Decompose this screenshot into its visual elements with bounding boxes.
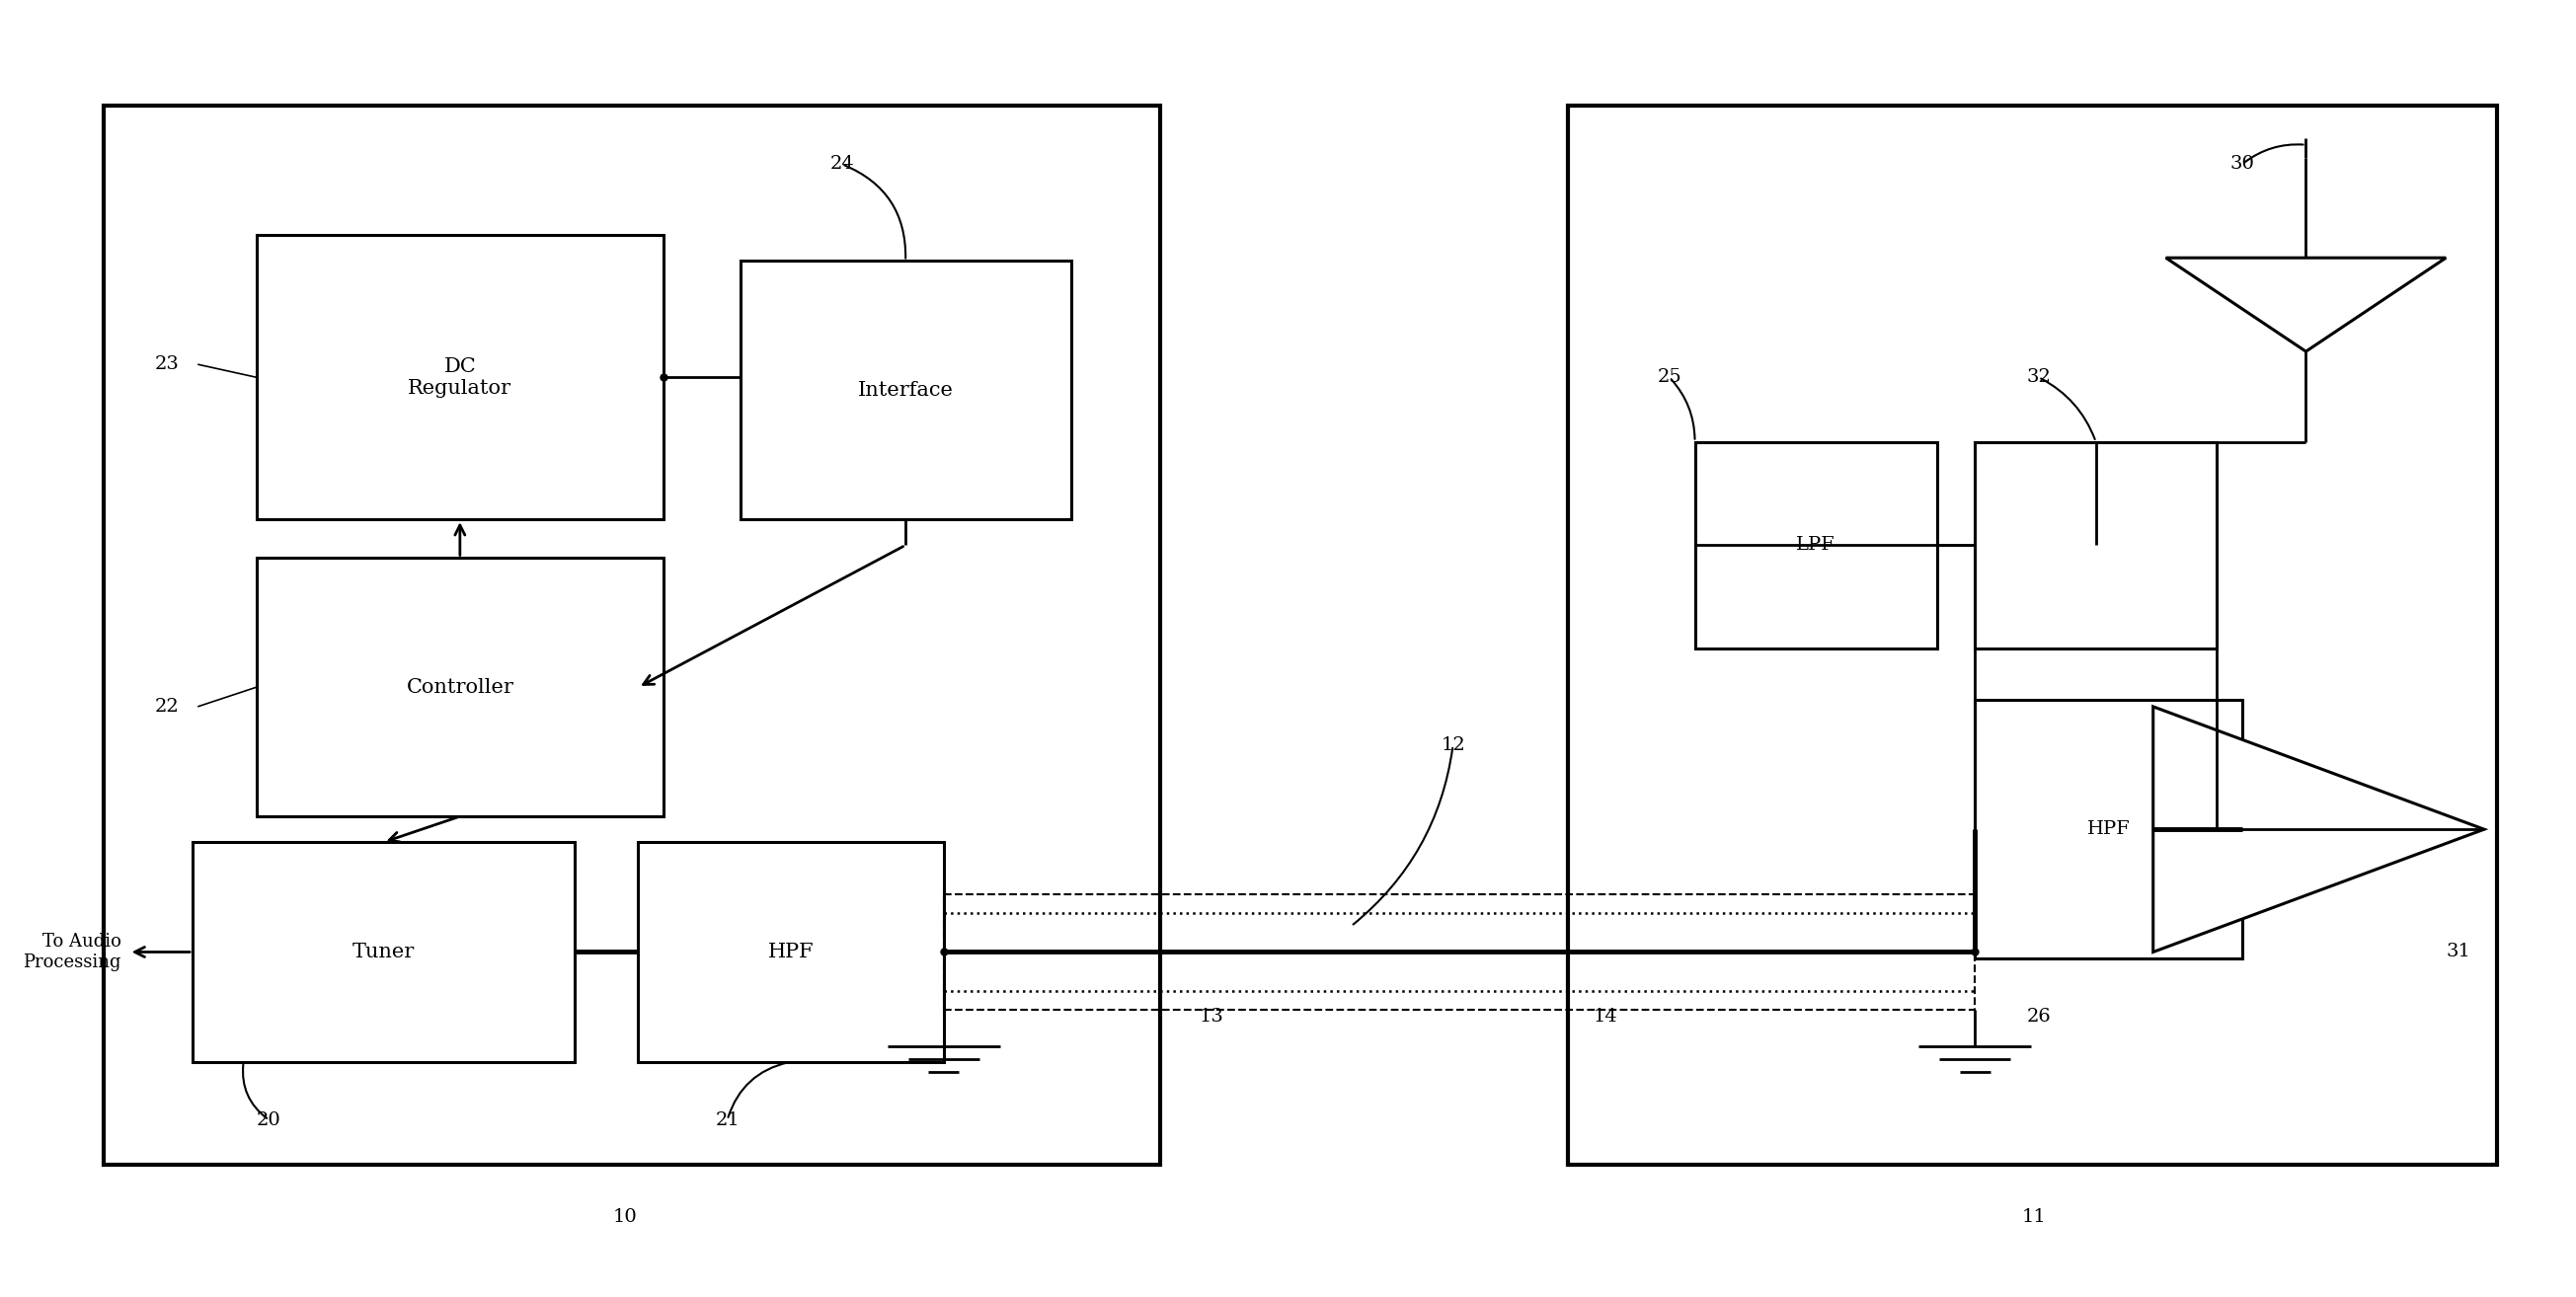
- Polygon shape: [2166, 258, 2447, 351]
- Bar: [1976, 700, 2241, 958]
- Text: Controller: Controller: [407, 678, 513, 696]
- Text: 12: 12: [1440, 737, 1466, 755]
- Bar: [255, 558, 665, 816]
- Text: Tuner: Tuner: [353, 943, 415, 961]
- Text: 30: 30: [2231, 156, 2254, 173]
- Text: Interface: Interface: [858, 381, 953, 399]
- Text: 22: 22: [155, 698, 180, 716]
- Text: To Audio
Processing: To Audio Processing: [23, 933, 121, 971]
- Text: 26: 26: [2027, 1008, 2050, 1026]
- Text: 21: 21: [716, 1112, 739, 1128]
- Text: 31: 31: [2447, 943, 2470, 961]
- Bar: [255, 235, 665, 519]
- Bar: [943, 894, 1976, 1010]
- Bar: [193, 842, 574, 1062]
- Text: 23: 23: [155, 355, 180, 374]
- Text: 32: 32: [2027, 368, 2050, 387]
- Text: 10: 10: [613, 1208, 639, 1226]
- Polygon shape: [2154, 707, 2483, 952]
- Text: 20: 20: [258, 1112, 281, 1128]
- Text: 13: 13: [1198, 1008, 1224, 1026]
- Text: HPF: HPF: [768, 943, 814, 961]
- Bar: [1569, 106, 2496, 1165]
- Bar: [639, 842, 943, 1062]
- Bar: [1695, 442, 1937, 648]
- Text: 25: 25: [1656, 368, 1682, 387]
- Bar: [1976, 442, 2218, 648]
- Text: HPF: HPF: [2087, 821, 2130, 838]
- Bar: [103, 106, 1159, 1165]
- Text: 14: 14: [1595, 1008, 1618, 1026]
- Text: 24: 24: [829, 156, 855, 173]
- Text: DC
Regulator: DC Regulator: [407, 357, 513, 397]
- Text: 11: 11: [2022, 1208, 2045, 1226]
- Text: LPF: LPF: [1795, 536, 1837, 554]
- Bar: [739, 261, 1072, 519]
